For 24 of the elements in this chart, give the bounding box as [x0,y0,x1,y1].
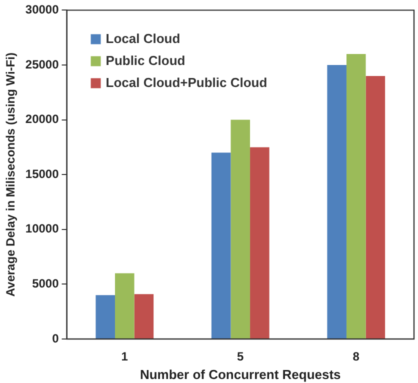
legend-label: Local Cloud [106,30,180,46]
bar [114,273,134,338]
y-tick-label: 25000 [25,57,60,72]
legend-label: Local Cloud+Public Cloud [106,74,268,90]
bar [346,54,366,338]
x-axis-title: Number of Concurrent Requests [140,366,341,382]
y-tick-label: 30000 [25,2,60,17]
bar [211,152,231,338]
bar [366,76,386,338]
bar [96,295,115,338]
y-tick-label: 5000 [32,276,60,291]
x-tick-label: 1 [121,350,128,364]
y-tick-label: 10000 [25,222,60,236]
legend-label: Public Cloud [106,52,186,68]
y-tick-label: 0 [52,331,60,346]
y-tick-label: 20000 [25,112,60,126]
y-axis-title: Average Delay in Miliseconds (using Wi-Fi) [4,52,18,297]
y-tick-label: 15000 [25,166,60,181]
bar [230,120,250,338]
x-tick-label: 5 [237,350,244,364]
bar [250,147,270,338]
bar [327,65,346,338]
x-tick-label: 8 [352,350,360,364]
bar [134,294,154,338]
